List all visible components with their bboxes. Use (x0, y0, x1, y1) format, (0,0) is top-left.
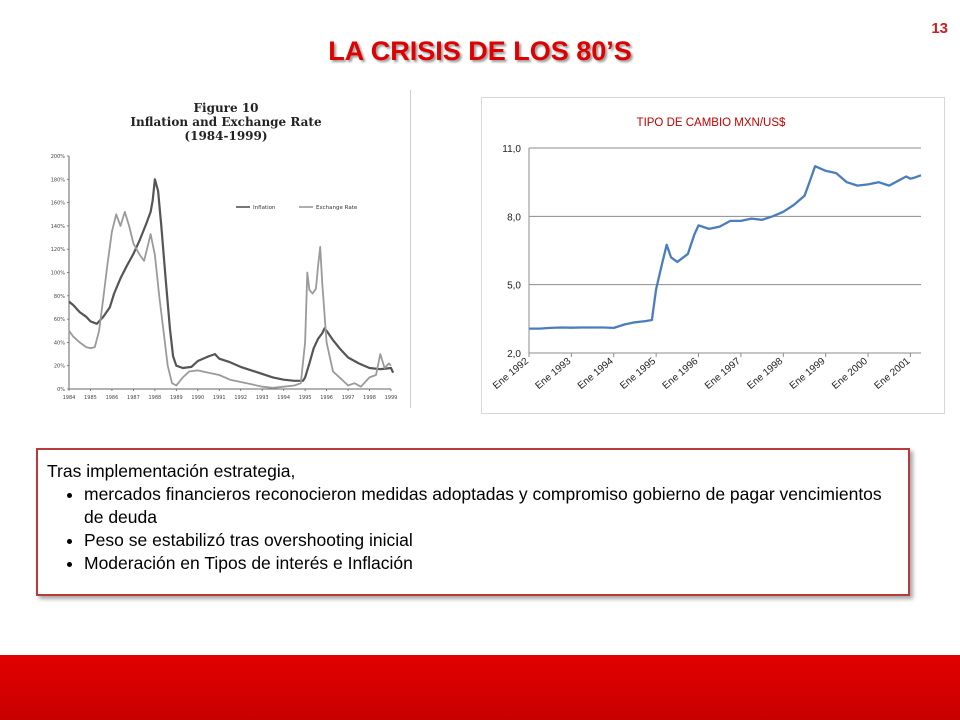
x-tick-label: Ene 1996 (661, 356, 701, 392)
x-tick-label: Ene 1992 (491, 356, 531, 392)
x-tick-label: 1986 (106, 395, 119, 401)
x-tick-label: 1990 (191, 395, 204, 401)
slide-title: LA CRISIS DE LOS 80’S (328, 36, 632, 66)
summary-bullet: Moderación en Tipos de interés e Inflaci… (84, 552, 898, 575)
inflation-exchange-chart: Figure 10 Inflation and Exchange Rate (1… (51, 101, 398, 401)
x-tick-label: Ene 2000 (830, 356, 870, 392)
y-tick-label: 100% (51, 271, 66, 277)
y-tick-label: 140% (51, 224, 66, 230)
footer-band (0, 655, 960, 720)
page-number: 13 (931, 20, 948, 37)
summary-intro: Tras implementación estrategia, (47, 461, 296, 481)
x-tick-label: Ene 1998 (745, 356, 785, 392)
y-tick-label: 200% (51, 154, 66, 160)
x-tick-label: 1994 (277, 395, 290, 401)
x-tick-label: 1992 (234, 395, 247, 401)
series-line-exchange-rate (529, 165, 922, 330)
legend-label: Inflation (253, 205, 276, 211)
summary-bullet-list: mercados financieros reconocieron medida… (47, 483, 898, 575)
y-tick-label: 40% (54, 340, 65, 346)
y-tick-label: 2,0 (507, 349, 521, 360)
summary-bullet: mercados financieros reconocieron medida… (84, 483, 898, 529)
figure-number: Figure 10 (193, 101, 258, 115)
y-tick-label: 120% (51, 247, 66, 253)
x-tick-label: Ene 1999 (788, 356, 828, 392)
y-tick-label: 8,0 (507, 212, 521, 223)
legend-label: Exchange Rate (316, 205, 358, 211)
x-tick-label: Ene 1994 (576, 356, 616, 392)
x-tick-label: Ene 1995 (618, 356, 658, 392)
x-tick-label: 1984 (63, 395, 76, 401)
x-tick-label: 1996 (320, 395, 333, 401)
x-tick-label: Ene 1997 (703, 356, 743, 392)
x-tick-label: 1995 (299, 395, 312, 401)
y-tick-label: 60% (54, 317, 65, 323)
figure-period: (1984-1999) (184, 129, 267, 143)
x-tick-label: 1998 (363, 395, 376, 401)
x-tick-label: 1989 (170, 395, 183, 401)
chart-title: TIPO DE CAMBIO MXN/US$ (637, 117, 786, 129)
y-tick-label: 180% (51, 177, 66, 183)
figure-title: Inflation and Exchange Rate (130, 115, 322, 129)
y-tick-label: 20% (54, 364, 65, 370)
x-tick-label: 1985 (84, 395, 97, 401)
inflation-exchange-figure: Figure 10 Inflation and Exchange Rate (1… (44, 90, 411, 408)
y-tick-label: 11,0 (502, 144, 521, 155)
summary-text-box: Tras implementación estrategia, mercados… (36, 448, 910, 596)
summary-bullet: Peso se estabilizó tras overshooting ini… (84, 529, 898, 552)
series-line-exchange-rate (68, 211, 392, 389)
x-tick-label: 1987 (127, 395, 140, 401)
exchange-rate-chart: TIPO DE CAMBIO MXN/US$ 11,0 8,0 5,0 2,0 Ene… (491, 117, 922, 392)
x-tick-label: 1997 (342, 395, 355, 401)
y-tick-label: 160% (51, 201, 66, 207)
y-tick-label: 5,0 (507, 281, 521, 292)
x-tick-label: 1993 (256, 395, 269, 401)
x-tick-label: 1988 (148, 395, 161, 401)
y-tick-label: 0% (57, 387, 65, 393)
x-tick-label: 1999 (385, 395, 398, 401)
exchange-rate-chart-panel: TIPO DE CAMBIO MXN/US$ 11,0 8,0 5,0 2,0 Ene… (481, 97, 945, 414)
y-tick-label: 80% (54, 294, 65, 300)
x-tick-label: Ene 1993 (533, 356, 573, 392)
x-tick-label: Ene 2001 (872, 356, 912, 392)
x-tick-label: 1991 (213, 395, 226, 401)
